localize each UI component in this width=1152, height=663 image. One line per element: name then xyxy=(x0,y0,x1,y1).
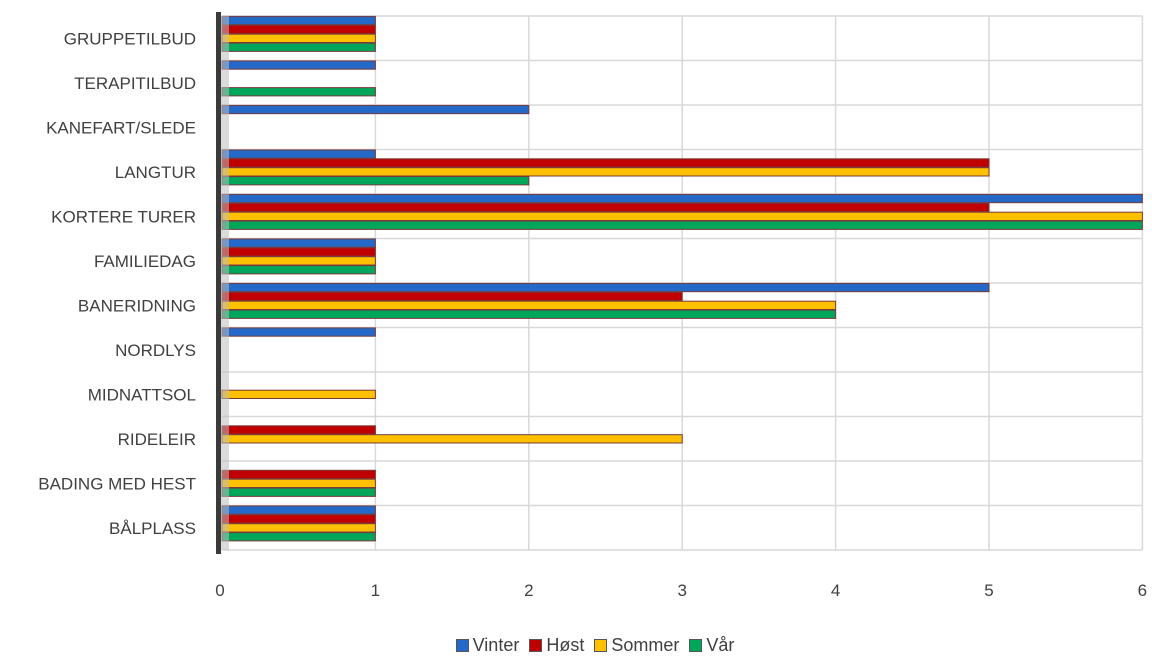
category-label: FAMILIEDAG xyxy=(94,252,196,271)
category-label: NORDLYS xyxy=(115,341,196,360)
x-tick-label: 1 xyxy=(371,581,380,600)
x-tick-label: 6 xyxy=(1138,581,1147,600)
legend-label-vinter: Vinter xyxy=(472,634,520,655)
legend: Vinter Høst Sommer Vår xyxy=(400,627,790,663)
bar xyxy=(221,158,990,168)
bar xyxy=(221,202,990,213)
legend-item-var: Vår xyxy=(689,635,734,656)
bar xyxy=(221,24,376,35)
legend-swatch-var xyxy=(689,638,703,652)
bar xyxy=(221,505,376,515)
y-axis-line xyxy=(216,12,221,554)
category-label: BANERIDNING xyxy=(78,296,196,315)
bar xyxy=(221,291,683,302)
bar xyxy=(221,265,376,275)
legend-swatch-host xyxy=(529,638,543,652)
legend-swatch-sommer xyxy=(594,638,608,652)
bar xyxy=(221,87,376,97)
bar xyxy=(221,193,1143,204)
legend-label-host: Høst xyxy=(546,634,585,655)
bar xyxy=(221,149,376,159)
legend-swatch-vinter xyxy=(455,638,469,652)
category-label: GRUPPETILBUD xyxy=(64,29,196,48)
category-label: RIDELEIR xyxy=(118,430,196,449)
x-tick-label: 2 xyxy=(524,581,533,600)
x-tick-label: 4 xyxy=(831,581,840,600)
bar xyxy=(221,469,376,480)
legend-label-var: Vår xyxy=(706,634,735,655)
legend-item-host: Høst xyxy=(529,635,584,656)
bar xyxy=(221,425,376,435)
bar xyxy=(221,256,376,266)
category-label: MIDNATTSOL xyxy=(88,385,196,404)
bar xyxy=(221,167,990,177)
category-label: KORTERE TURER xyxy=(51,207,196,226)
bar xyxy=(221,211,1143,221)
x-tick-label: 0 xyxy=(215,581,224,600)
axis-wall xyxy=(221,16,229,550)
legend-item-sommer: Sommer xyxy=(594,635,679,656)
bar xyxy=(221,389,376,400)
category-label: KANEFART/SLEDE xyxy=(46,118,196,137)
category-label: LANGTUR xyxy=(115,163,196,182)
bar xyxy=(221,238,376,248)
bar xyxy=(221,532,376,542)
category-label: TERAPITILBUD xyxy=(74,74,196,93)
bar xyxy=(221,104,530,115)
bar xyxy=(221,15,376,26)
bar xyxy=(221,523,376,533)
bar xyxy=(221,282,990,293)
legend-label-sommer: Sommer xyxy=(611,634,680,655)
x-tick-label: 3 xyxy=(677,581,686,600)
bar xyxy=(221,434,683,444)
bar xyxy=(221,514,376,524)
labels: 0 1 2 3 4 5 6 GRUPPETILBUD TERAPITILBUD KANEFART/… xyxy=(38,29,1147,600)
bar xyxy=(221,478,376,489)
axes xyxy=(216,12,229,554)
bar xyxy=(221,300,837,311)
bar xyxy=(221,60,376,70)
category-label: BÅLPLASS xyxy=(109,519,196,538)
bar xyxy=(221,33,376,44)
bar xyxy=(221,327,376,337)
bar xyxy=(221,487,376,497)
bar xyxy=(221,309,837,319)
bar xyxy=(221,247,376,257)
bar xyxy=(221,176,530,186)
legend-item-vinter: Vinter xyxy=(455,634,520,656)
x-tick-label: 5 xyxy=(984,581,993,600)
category-label: BADING MED HEST xyxy=(38,474,196,493)
bar xyxy=(221,42,376,52)
bar xyxy=(221,220,1143,230)
